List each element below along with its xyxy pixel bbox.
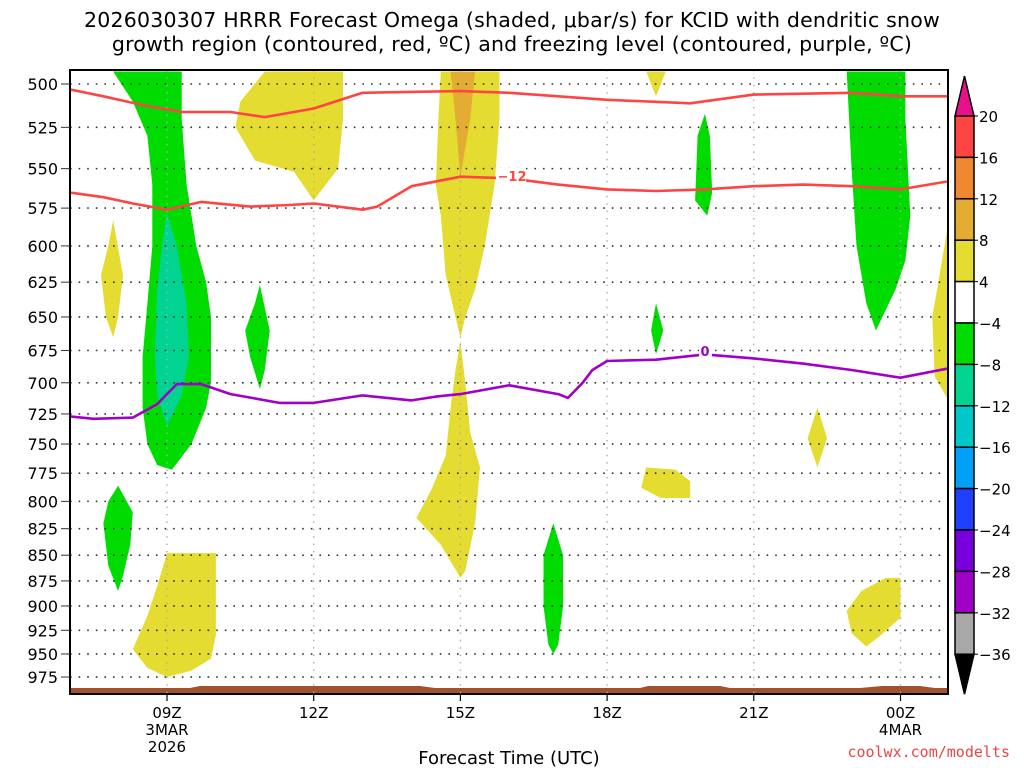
colorbar-label: −20: [979, 481, 1011, 499]
colorbar-bin: [954, 322, 975, 366]
contour-label-bg: [699, 344, 712, 360]
y-tick-label: 825: [27, 520, 58, 539]
credit-text: coolwx.com/modelts: [847, 743, 1010, 761]
x-tick-label: 09Z: [152, 704, 181, 722]
colorbar: 20 16 12 8 4 −4 −8 −12 −16 −20 −24 −28 −32 −36: [954, 75, 1011, 695]
shaded-region-yellow-1900-mid: [641, 467, 691, 498]
colorbar-label: −12: [979, 398, 1011, 416]
chart-title-line-2: growth region (contoured, red, ºC) and f…: [111, 32, 913, 56]
colorbar-label: −24: [979, 522, 1011, 540]
colorbar-label: −28: [979, 563, 1011, 581]
colorbar-label: −8: [979, 356, 1001, 374]
shaded-region-green-2300: [846, 71, 911, 331]
shaded-region-yellow-0900-low: [132, 553, 216, 677]
colorbar-label: −16: [979, 439, 1011, 457]
colorbar-label: −4: [979, 315, 1001, 333]
shaded-region-orange-15z: [450, 71, 476, 177]
contour-freezing-level: [70, 353, 948, 421]
y-tick-label: 525: [27, 118, 58, 137]
y-tick-label: 950: [27, 645, 58, 664]
colorbar-label: 16: [979, 149, 998, 167]
y-tick-label: 675: [27, 341, 58, 360]
shaded-region-yellow-right-edge: [932, 231, 947, 398]
y-tick-label: 850: [27, 546, 58, 565]
colorbar-label: −36: [979, 646, 1011, 664]
shaded-region-yellow-2200: [807, 407, 828, 468]
y-tick-label: 725: [27, 405, 58, 424]
colorbar-bin: [954, 487, 975, 531]
colorbar-label: 4: [979, 274, 989, 292]
colorbar-bin: [954, 115, 975, 159]
x-tick-label: 2026: [148, 738, 186, 756]
colorbar-bin: [954, 198, 975, 241]
colorbar-bin: [954, 529, 975, 573]
colorbar-bin: [954, 612, 975, 655]
x-tick-label: 12Z: [299, 704, 328, 722]
chart-title: 2026030307 HRRR Forecast Omega (shaded, …: [0, 8, 1024, 56]
y-tick-label: 575: [27, 199, 58, 218]
y-tick-label: 900: [27, 597, 58, 616]
colorbar-label: 20: [979, 108, 998, 126]
colorbar-under-arrow: [954, 653, 975, 695]
y-tick-label: 775: [27, 464, 58, 483]
colorbar-label: 8: [979, 232, 989, 250]
colorbar-bin: [954, 239, 975, 283]
shaded-region-green-1100: [245, 285, 270, 390]
contour-dgz-upper: [70, 88, 947, 119]
y-tick-label: 650: [27, 308, 58, 327]
shaded-region-yellow-15z-upper: [435, 71, 500, 338]
omega-shading-layer: [101, 71, 947, 677]
colorbar-bin: [954, 570, 975, 614]
shaded-region-green-2000: [695, 113, 713, 216]
x-tick-label: 15Z: [446, 704, 475, 722]
contour-layer: −12 0: [70, 88, 948, 421]
y-tick-label: 700: [27, 374, 58, 393]
y-tick-label: 500: [27, 75, 58, 94]
contour-label-dgz: −12: [498, 170, 527, 185]
shaded-region-green-1900-small: [651, 303, 664, 355]
shaded-region-yellow-15z-lower: [416, 341, 480, 578]
colorbar-over-arrow: [954, 75, 975, 117]
shaded-region-yellow-2330-low: [846, 577, 901, 647]
y-tick-label: 625: [27, 273, 58, 292]
y-axis: 500 525 550 575 600 625 650 675 700 725 750 775 800 8…: [27, 75, 70, 687]
shaded-region-yellow-1100-top: [235, 71, 343, 201]
x-tick-label: 18Z: [592, 704, 621, 722]
x-tick-label: 00Z: [886, 704, 915, 722]
colorbar-label: −32: [979, 605, 1011, 623]
colorbar-bin: [954, 156, 975, 200]
x-axis-title: Forecast Time (UTC): [418, 748, 599, 768]
y-tick-label: 550: [27, 160, 58, 179]
x-tick-label: 21Z: [739, 704, 768, 722]
colorbar-label: 12: [979, 191, 998, 209]
terrain-layer: [70, 685, 948, 694]
plot-frame: [69, 69, 949, 695]
y-tick-label: 875: [27, 572, 58, 591]
contour-dgz-lower: [70, 175, 948, 211]
colorbar-bin: [954, 363, 975, 407]
shaded-region-green-1700: [543, 523, 564, 654]
contour-label-bg: [496, 168, 526, 184]
contour-label-freezing: 0: [700, 345, 709, 360]
y-tick-label: 750: [27, 435, 58, 454]
x-tick-label: 3MAR: [145, 721, 188, 739]
x-tick-label: 4MAR: [879, 721, 922, 739]
terrain-surface: [70, 685, 948, 694]
y-tick-label: 975: [27, 668, 58, 687]
y-tick-label: 925: [27, 621, 58, 640]
colorbar-bin: [954, 280, 975, 324]
chart-title-line-1: 2026030307 HRRR Forecast Omega (shaded, …: [84, 8, 940, 32]
shaded-region-teal-core-09z: [154, 212, 189, 427]
y-tick-label: 600: [27, 237, 58, 256]
shaded-region-yellow-0730: [101, 220, 123, 338]
y-tick-label: 800: [27, 492, 58, 511]
colorbar-bin: [954, 446, 975, 490]
colorbar-bin: [954, 405, 975, 448]
shaded-region-green-0800-low: [103, 485, 133, 591]
